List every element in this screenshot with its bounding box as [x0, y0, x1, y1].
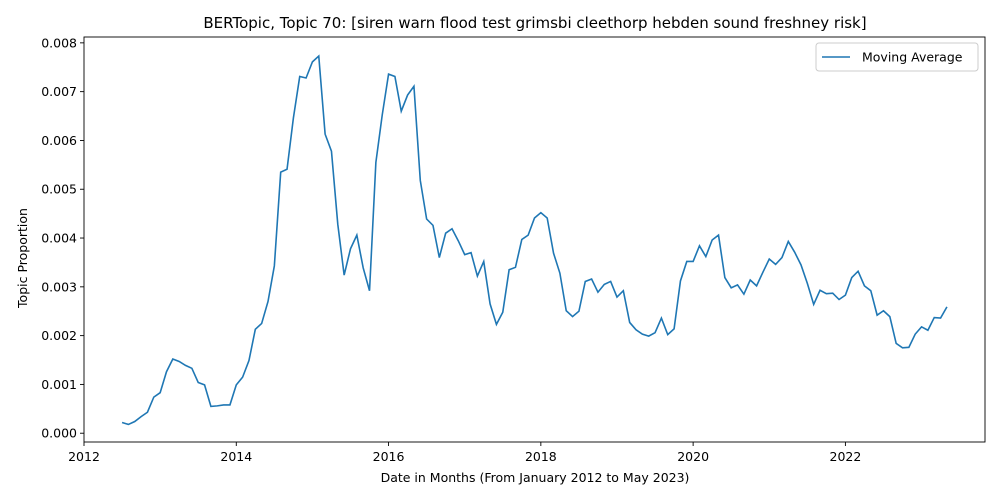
legend-label: Moving Average	[862, 50, 963, 65]
series-line-moving-average	[121, 54, 948, 426]
legend-box	[815, 42, 979, 72]
y-tick-label: 0.008	[41, 35, 77, 50]
x-tick-label: 2012	[68, 449, 100, 464]
x-tick-label: 2016	[373, 449, 405, 464]
x-tick-label: 2014	[220, 449, 252, 464]
plot-area: 2012 2014 2016 2018 2020 2022 0.000 0.001 0.002…	[41, 35, 986, 464]
y-tick-label: 0.000	[41, 426, 77, 441]
y-tick-label: 0.006	[41, 133, 77, 148]
y-tick-label: 0.005	[41, 182, 77, 197]
x-axis: 2012 2014 2016 2018 2020 2022	[68, 442, 861, 464]
y-tick-label: 0.004	[41, 231, 77, 246]
y-tick-label: 0.002	[41, 328, 77, 343]
x-tick-label: 2020	[677, 449, 709, 464]
y-axis: 0.000 0.001 0.002 0.003 0.004 0.005 0.006 0.007…	[41, 35, 84, 441]
x-tick-label: 2018	[525, 449, 557, 464]
y-tick-label: 0.003	[41, 279, 77, 294]
legend: Moving Average	[815, 42, 979, 72]
x-axis-label: Date in Months (From January 2012 to May…	[381, 470, 690, 485]
x-tick-label: 2022	[830, 449, 862, 464]
y-axis-label: Topic Proportion	[15, 208, 30, 309]
y-tick-label: 0.001	[41, 377, 77, 392]
plot-frame	[83, 36, 986, 443]
y-tick-label: 0.007	[41, 84, 77, 99]
chart-title: BERTopic, Topic 70: [siren warn flood te…	[203, 14, 866, 32]
